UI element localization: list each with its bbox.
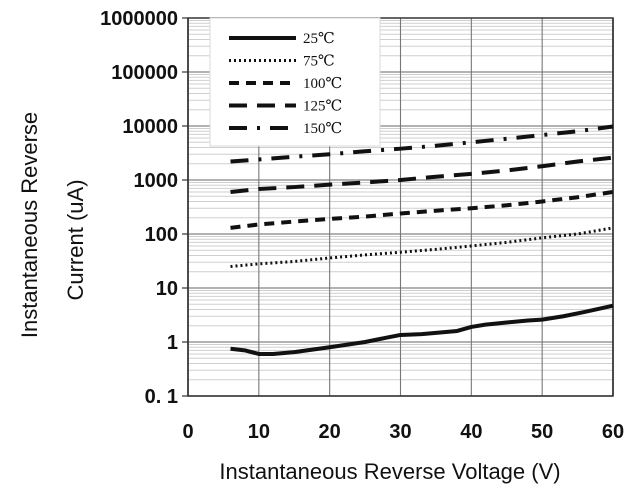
y-tick-label: 1 xyxy=(167,332,178,354)
y-tick-label: 10 xyxy=(156,278,178,300)
x-tick-label: 20 xyxy=(319,421,341,443)
series-line-1 xyxy=(230,303,614,356)
x-tick-label: 30 xyxy=(389,421,411,443)
y-axis-label: Instantaneous Reverse Current (uA) xyxy=(17,112,88,338)
y-tick-label: 1000000 xyxy=(100,8,178,30)
legend-label-5: 150℃ xyxy=(303,121,342,137)
series-line-4 xyxy=(230,155,614,194)
plot-frame xyxy=(187,17,614,397)
legend-label-3: 100℃ xyxy=(303,76,342,92)
y-axis-label-line-1: Instantaneous Reverse xyxy=(17,112,42,338)
x-tick-label: 40 xyxy=(460,421,482,443)
legend-items: 25℃ 75℃ 100℃ 125℃ 150℃ xyxy=(229,31,342,137)
tick-label-layer: 0 10 20 30 40 50 60 0. 1 1 10 100 1000 10000 100000 10… xyxy=(100,8,624,443)
y-tick-label: 100 xyxy=(145,224,178,246)
y-tick-label: 1000 xyxy=(134,170,179,192)
series-line-3 xyxy=(230,190,614,230)
x-tick-label: 60 xyxy=(602,421,624,443)
y-tick-label: 0. 1 xyxy=(145,386,178,408)
y-tick-label: 10000 xyxy=(122,116,178,138)
series-layer xyxy=(230,124,614,356)
x-tick-label: 10 xyxy=(248,421,270,443)
legend-label-4: 125℃ xyxy=(303,99,342,115)
grid-layer xyxy=(187,18,614,397)
legend-label-2: 75℃ xyxy=(303,54,335,70)
x-axis-label: Instantaneous Reverse Voltage (V) xyxy=(219,459,560,484)
x-tick-label: 0 xyxy=(182,421,193,443)
y-axis-label-line-2: Current (uA) xyxy=(63,179,88,300)
y-tick-label: 100000 xyxy=(111,62,178,84)
legend-label-1: 25℃ xyxy=(303,31,335,47)
series-line-5 xyxy=(230,124,614,164)
x-tick-label: 50 xyxy=(531,421,553,443)
legend: 25℃ 75℃ 100℃ 125℃ 150℃ xyxy=(209,17,381,147)
